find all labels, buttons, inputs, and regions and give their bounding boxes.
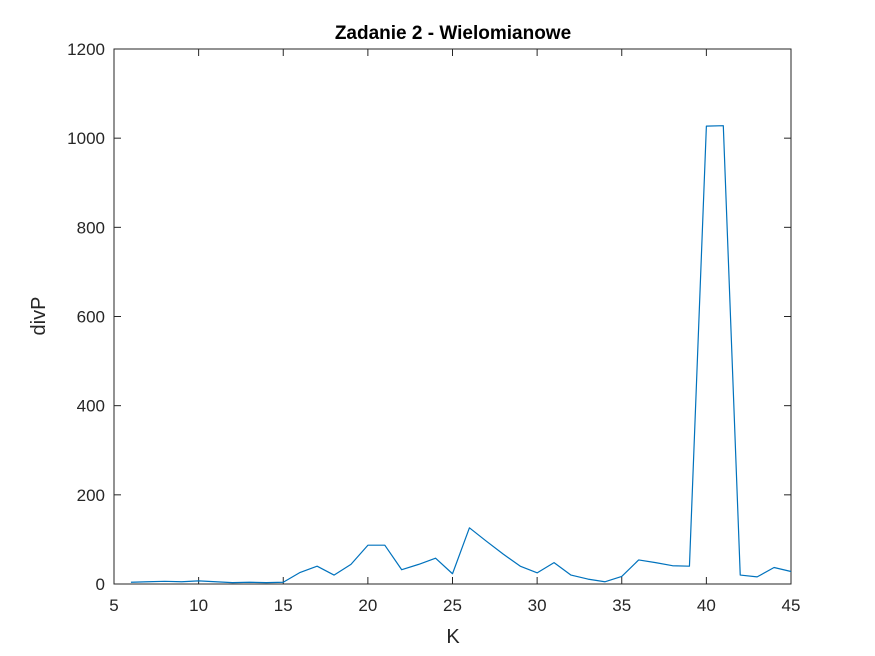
data-point xyxy=(300,572,301,573)
data-point xyxy=(740,574,741,575)
data-point xyxy=(537,572,538,573)
y-tick-label: 600 xyxy=(77,308,105,327)
data-point xyxy=(350,564,351,565)
data-point xyxy=(469,527,470,528)
data-point xyxy=(266,582,267,583)
data-point xyxy=(689,566,690,567)
x-tick-label: 10 xyxy=(189,596,208,615)
data-point xyxy=(452,573,453,574)
data-point xyxy=(757,576,758,577)
data-point xyxy=(435,558,436,559)
data-point xyxy=(706,126,707,127)
plot-area-box xyxy=(113,48,792,585)
data-point xyxy=(367,545,368,546)
data-point xyxy=(604,581,605,582)
data-point xyxy=(181,581,182,582)
data-point xyxy=(773,567,774,568)
data-point xyxy=(130,582,131,583)
data-point xyxy=(587,578,588,579)
data-point xyxy=(638,559,639,560)
data-point xyxy=(503,554,504,555)
data-point xyxy=(790,571,791,572)
data-point xyxy=(333,574,334,575)
data-point xyxy=(147,581,148,582)
x-axis-label: K xyxy=(446,626,460,648)
data-point xyxy=(232,582,233,583)
data-point xyxy=(621,576,622,577)
data-point xyxy=(283,582,284,583)
data-point xyxy=(570,574,571,575)
y-tick-label: 1200 xyxy=(67,40,105,59)
data-point xyxy=(215,581,216,582)
chart-title: Zadanie 2 - Wielomianowe xyxy=(335,23,571,44)
data-point xyxy=(401,569,402,570)
y-tick-label: 1000 xyxy=(67,129,105,148)
y-tick-label: 800 xyxy=(77,218,105,237)
data-point xyxy=(418,564,419,565)
x-tick-label: 35 xyxy=(612,596,631,615)
x-tick-label: 30 xyxy=(528,596,547,615)
data-point xyxy=(164,581,165,582)
x-tick-label: 45 xyxy=(782,596,801,615)
x-tick-label: 40 xyxy=(697,596,716,615)
x-tick-label: 25 xyxy=(443,596,462,615)
y-tick-label: 200 xyxy=(77,486,105,505)
data-point xyxy=(486,541,487,542)
y-axis-label: divP xyxy=(28,297,50,336)
data-point xyxy=(198,580,199,581)
data-point xyxy=(553,562,554,563)
data-point xyxy=(249,582,250,583)
data-point xyxy=(317,566,318,567)
y-tick-label: 400 xyxy=(77,397,105,416)
x-tick-label: 15 xyxy=(274,596,293,615)
data-point xyxy=(655,562,656,563)
data-point xyxy=(723,125,724,126)
data-point xyxy=(520,566,521,567)
series-line xyxy=(130,125,792,584)
data-point xyxy=(384,545,385,546)
x-tick-label: 5 xyxy=(109,596,118,615)
y-tick-label: 0 xyxy=(96,575,105,594)
data-point xyxy=(672,565,673,566)
x-tick-label: 20 xyxy=(358,596,377,615)
